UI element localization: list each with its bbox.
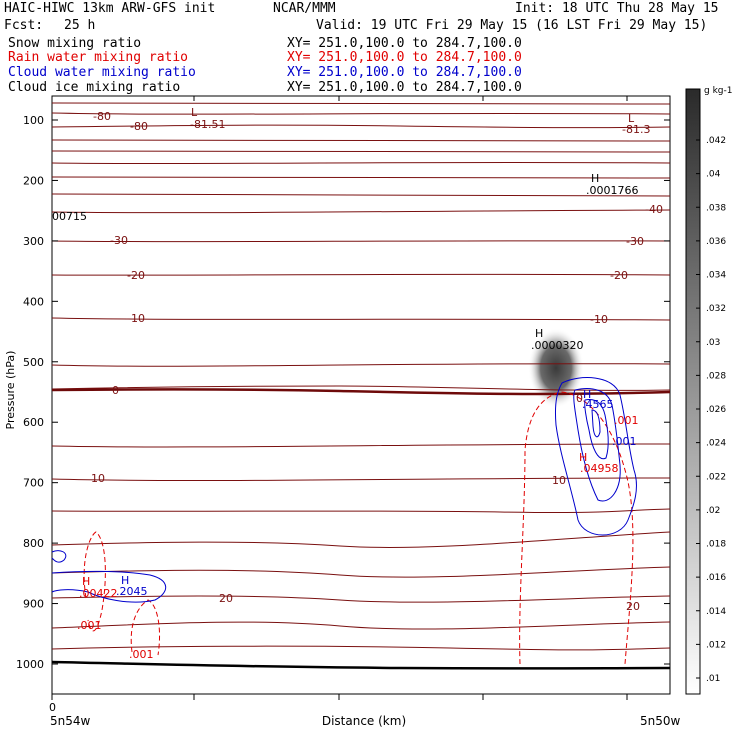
high-marker: H (535, 327, 543, 340)
colorbar-label: .032 (706, 304, 726, 314)
colorbar-label: .034 (706, 271, 726, 281)
colorbar-label: .022 (706, 472, 726, 482)
contour-label: -20 (127, 269, 145, 282)
contour-label: -10 (127, 312, 145, 325)
legend-rain-xy: XY= 251.0,100.0 to 284.7,100.0 (287, 50, 522, 65)
colorbar-label: .038 (706, 203, 726, 213)
contour-label: -81.51 (190, 118, 225, 131)
colorbar-unit: g kg-1 (704, 86, 732, 96)
contour-label: .4565 (582, 398, 614, 411)
legend-snow-label: Snow mixing ratio (8, 36, 142, 51)
colorbar-label: .012 (706, 640, 726, 650)
contour-label: 10 (552, 474, 566, 487)
y-tick-label: 700 (23, 477, 44, 490)
contour-label: -80 (93, 110, 111, 123)
legend-rain-label: Rain water mixing ratio (8, 50, 189, 65)
high-marker: H (579, 451, 587, 464)
high-marker: H (583, 388, 591, 401)
model-title: HAIC-HIWC 13km ARW-GFS init (4, 1, 216, 16)
contour-label: 0 (112, 384, 119, 397)
contour-label: 0 (576, 392, 583, 405)
low-marker: L (191, 106, 198, 119)
contour-label: .001 (612, 435, 637, 448)
contour-label: 00715 (52, 210, 87, 223)
temperature-contours (51, 102, 671, 651)
contour-label: -30 (626, 235, 644, 248)
org-label: NCAR/MMM (273, 1, 336, 16)
y-tick-label: 400 (23, 295, 44, 308)
contour-label: -81.3 (622, 123, 650, 136)
contour-label: .001 (614, 414, 639, 427)
contour-label: .00422 (79, 587, 118, 600)
colorbar-label: .042 (706, 136, 726, 146)
rain-water-contours (83, 391, 634, 665)
snow-mixing-blob (528, 328, 584, 408)
legend-cloudwater-xy: XY= 251.0,100.0 to 284.7,100.0 (287, 65, 522, 80)
y-tick-label: 500 (23, 356, 44, 369)
contour-label: 20 (219, 592, 233, 605)
colorbar-label: .018 (706, 540, 726, 550)
colorbar: .042 .04 .038 .036 .034 .032 .03 .028 .026 .024 .0… (685, 86, 732, 695)
y-tick-label: 1000 (16, 658, 44, 671)
contour-label: -80 (130, 120, 148, 133)
colorbar-label: .024 (706, 439, 726, 449)
fcst-value: 25 h (64, 18, 96, 33)
surface-line (51, 660, 671, 670)
init-time: Init: 18 UTC Thu 28 May 15 (515, 1, 719, 16)
contour-label: -10 (590, 313, 608, 326)
x-right-location: 5n50w (640, 714, 681, 728)
valid-time: Valid: 19 UTC Fri 29 May 15 (16 LST Fri … (316, 18, 708, 33)
contour-label: 10 (91, 472, 105, 485)
colorbar-label: .03 (706, 338, 720, 348)
y-tick-labels: 100 200 300 400 500 600 700 800 900 1000 (16, 114, 44, 671)
contour-label: .001 (129, 648, 154, 661)
colorbar-label: .02 (706, 506, 720, 516)
plot-frame (51, 95, 671, 695)
y-tick-label: 600 (23, 416, 44, 429)
colorbar-label: .01 (706, 674, 720, 684)
colorbar-label: .028 (706, 371, 726, 381)
high-marker: H (121, 574, 129, 587)
fcst-label: Fcst: (4, 18, 44, 33)
contour-label: .0000320 (531, 339, 584, 352)
high-marker: H (591, 172, 599, 185)
y-tick-label: 900 (23, 598, 44, 611)
colorbar-label: .036 (706, 237, 726, 247)
y-tick-label: 100 (23, 114, 44, 127)
legend-snow-xy: XY= 251.0,100.0 to 284.7,100.0 (287, 36, 522, 51)
contour-label: .0001766 (586, 184, 639, 197)
legend-cloudice-label: Cloud ice mixing ratio (8, 80, 181, 95)
colorbar-label: .026 (706, 405, 726, 415)
zero-isotherm (51, 388, 671, 396)
legend-cloudice-xy: XY= 251.0,100.0 to 284.7,100.0 (287, 80, 522, 95)
contour-label: -20 (610, 269, 628, 282)
colorbar-label: .016 (706, 573, 726, 583)
high-marker: H (82, 575, 90, 588)
contour-label: -40 (645, 203, 663, 216)
x-left-location: 5n54w (50, 714, 91, 728)
contour-label: .2045 (116, 585, 148, 598)
contour-label: .04958 (580, 462, 619, 475)
y-tick-label: 200 (23, 174, 44, 187)
low-marker: L (628, 112, 635, 125)
y-tick-label: 800 (23, 537, 44, 550)
x-ticks (51, 96, 628, 700)
y-tick-label: 300 (23, 235, 44, 248)
x-start-tick: 0 (49, 701, 56, 714)
contour-label: .001 (77, 619, 102, 632)
y-tick-marks (52, 119, 670, 665)
x-axis-title: Distance (km) (322, 714, 406, 728)
y-axis-title: Pressure (hPa) (4, 351, 17, 430)
contour-label: -30 (110, 234, 128, 247)
colorbar-label: .014 (706, 607, 726, 617)
contour-label: 20 (626, 600, 640, 613)
colorbar-label: .04 (706, 170, 721, 180)
legend-cloudwater-label: Cloud water mixing ratio (8, 65, 196, 80)
cloud-water-contours (51, 377, 637, 603)
